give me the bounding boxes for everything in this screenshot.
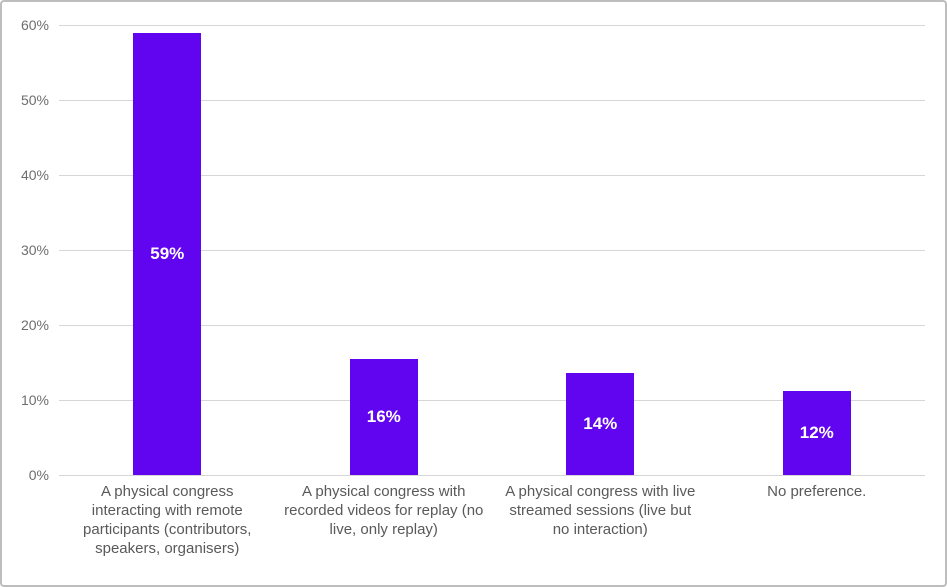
bar: 59%	[133, 33, 202, 475]
y-axis: 0% 10% 20% 30% 40% 50% 60%	[2, 17, 49, 483]
gridline	[59, 325, 925, 326]
y-tick-label: 40%	[20, 167, 49, 183]
y-tick-label: 30%	[20, 242, 49, 258]
bar-value-label: 14%	[583, 414, 618, 433]
gridline	[59, 25, 925, 26]
gridline	[59, 400, 925, 401]
x-category-label: No preference.	[767, 483, 867, 500]
bars: 59% 16% 14% 12%	[59, 25, 925, 475]
x-category-label: A physical congress with live streamed s…	[505, 483, 696, 538]
x-category-label: A physical congress interacting with rem…	[83, 483, 252, 557]
bar-slot: 12%	[709, 25, 926, 475]
bar-slot: 14%	[492, 25, 709, 475]
bar-value-label: 59%	[150, 244, 185, 263]
gridline	[59, 475, 925, 476]
gridline	[59, 175, 925, 176]
bar-slot: 16%	[276, 25, 493, 475]
y-tick-label: 0%	[28, 467, 49, 483]
bar: 16%	[349, 359, 418, 475]
bar-value-label: 16%	[366, 407, 401, 426]
bar: 12%	[782, 391, 851, 475]
y-tick-label: 60%	[20, 17, 49, 33]
y-tick-label: 10%	[20, 392, 49, 408]
y-tick-label: 20%	[20, 317, 49, 333]
gridline	[59, 250, 925, 251]
gridline	[59, 100, 925, 101]
x-category-label: A physical congress with recorded videos…	[284, 483, 484, 538]
bar-slot: 59%	[59, 25, 276, 475]
bar: 14%	[566, 373, 635, 475]
x-axis: A physical congress interacting with rem…	[59, 482, 925, 558]
bar-value-label: 12%	[799, 423, 834, 442]
y-tick-label: 50%	[20, 92, 49, 108]
plot-area: 59% 16% 14% 12%	[59, 25, 925, 476]
